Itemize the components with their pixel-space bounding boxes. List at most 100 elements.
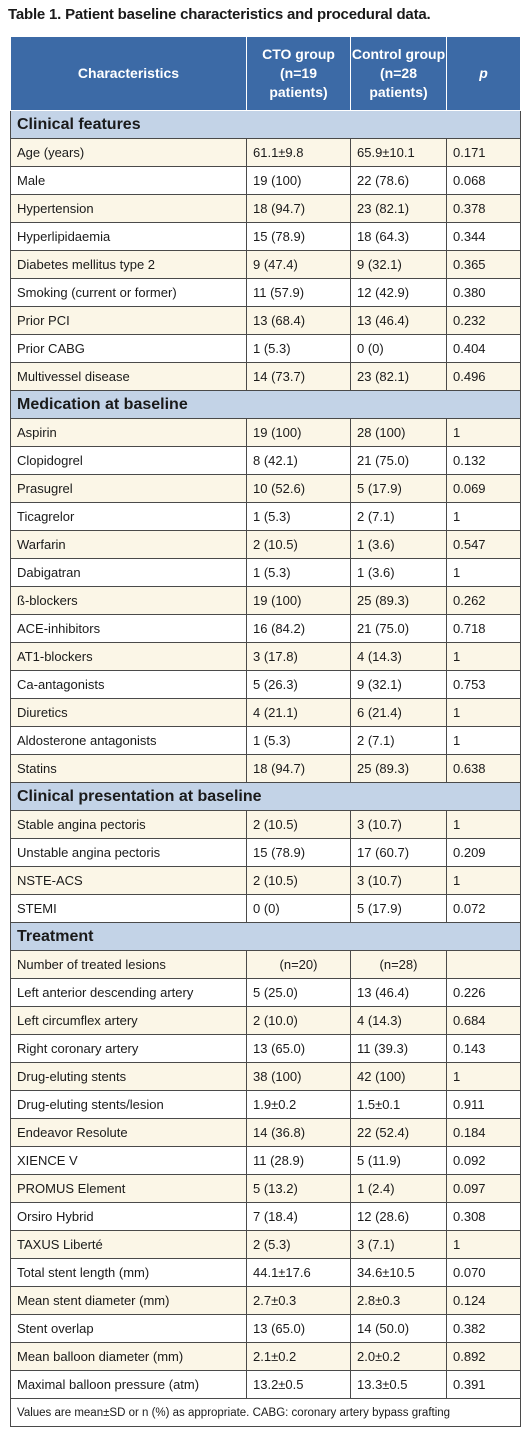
table-row: Hypertension 18 (94.7) 23 (82.1) 0.378 [10, 194, 521, 223]
section-title: Clinical presentation at baseline [10, 782, 521, 811]
cell-cto-value: 4 (21.1) [246, 698, 351, 727]
header-cto-group: CTO group (n=19 patients) [246, 36, 351, 111]
section-title: Clinical features [10, 110, 521, 139]
cell-p-value: 0.171 [446, 138, 521, 167]
cell-p-value: 0.404 [446, 334, 521, 363]
cell-p-value: 1 [446, 810, 521, 839]
cell-characteristic: Statins [10, 754, 247, 783]
cell-control-value: 11 (39.3) [350, 1034, 447, 1063]
cell-cto-value: 9 (47.4) [246, 250, 351, 279]
cell-cto-value: 19 (100) [246, 586, 351, 615]
cell-cto-value: 8 (42.1) [246, 446, 351, 475]
table-row: Aldosterone antagonists 1 (5.3) 2 (7.1) 1 [10, 726, 521, 755]
cell-cto-value: 19 (100) [246, 418, 351, 447]
cell-cto-value: 2.1±0.2 [246, 1342, 351, 1371]
cell-p-value: 0.209 [446, 838, 521, 867]
cell-p-value: 0.097 [446, 1174, 521, 1203]
cell-p-value: 0.391 [446, 1370, 521, 1399]
cell-cto-value: 1 (5.3) [246, 334, 351, 363]
table-row: Drug-eluting stents/lesion 1.9±0.2 1.5±0.1… [10, 1090, 521, 1119]
cell-control-value: 3 (10.7) [350, 866, 447, 895]
cell-control-value: 6 (21.4) [350, 698, 447, 727]
cell-control-value: 1 (2.4) [350, 1174, 447, 1203]
cell-cto-value: 13 (65.0) [246, 1314, 351, 1343]
table-body: Clinical features Age (years) 61.1±9.8 65.9… [10, 110, 521, 1399]
cell-cto-value: 18 (94.7) [246, 194, 351, 223]
cell-p-value: 0.143 [446, 1034, 521, 1063]
cell-cto-value: 5 (25.0) [246, 978, 351, 1007]
cell-p-value: 0.344 [446, 222, 521, 251]
cell-characteristic: Right coronary artery [10, 1034, 247, 1063]
cell-p-value: 0.547 [446, 530, 521, 559]
cell-characteristic: Ca-antagonists [10, 670, 247, 699]
cell-cto-value: 1 (5.3) [246, 726, 351, 755]
section-header-row: Treatment [10, 922, 521, 951]
table-row: Male 19 (100) 22 (78.6) 0.068 [10, 166, 521, 195]
cell-characteristic: STEMI [10, 894, 247, 923]
cell-control-value: 2.0±0.2 [350, 1342, 447, 1371]
cell-cto-value: 15 (78.9) [246, 222, 351, 251]
table-row: AT1-blockers 3 (17.8) 4 (14.3) 1 [10, 642, 521, 671]
cell-control-value: 1 (3.6) [350, 558, 447, 587]
table-row: Stable angina pectoris 2 (10.5) 3 (10.7) 1 [10, 810, 521, 839]
table-row: Ticagrelor 1 (5.3) 2 (7.1) 1 [10, 502, 521, 531]
cell-control-value: 14 (50.0) [350, 1314, 447, 1343]
table-row: Total stent length (mm) 44.1±17.6 34.6±10.… [10, 1258, 521, 1287]
cell-cto-value: 15 (78.9) [246, 838, 351, 867]
header-cto-line2: (n=19 [280, 65, 317, 81]
table-row: Ca-antagonists 5 (26.3) 9 (32.1) 0.753 [10, 670, 521, 699]
cell-characteristic: Maximal balloon pressure (atm) [10, 1370, 247, 1399]
header-cto-line3: patients) [269, 84, 328, 100]
cell-p-value: 1 [446, 698, 521, 727]
cell-characteristic: Unstable angina pectoris [10, 838, 247, 867]
section-title: Treatment [10, 922, 521, 951]
cell-characteristic: Mean balloon diameter (mm) [10, 1342, 247, 1371]
cell-p-value: 0.068 [446, 166, 521, 195]
table-container: Characteristics CTO group (n=19 patients… [10, 36, 521, 1427]
table-row: Prior CABG 1 (5.3) 0 (0) 0.404 [10, 334, 521, 363]
table-footnote: Values are mean±SD or n (%) as appropria… [10, 1398, 521, 1427]
cell-p-value: 1 [446, 1062, 521, 1091]
cell-cto-value: 3 (17.8) [246, 642, 351, 671]
cell-control-value: 28 (100) [350, 418, 447, 447]
table-row: NSTE-ACS 2 (10.5) 3 (10.7) 1 [10, 866, 521, 895]
cell-control-value: 2 (7.1) [350, 726, 447, 755]
section-header-row: Medication at baseline [10, 390, 521, 419]
cell-cto-value: 10 (52.6) [246, 474, 351, 503]
cell-control-value: 18 (64.3) [350, 222, 447, 251]
cell-cto-value: 2.7±0.3 [246, 1286, 351, 1315]
cell-p-value: 0.380 [446, 278, 521, 307]
cell-cto-value: 5 (26.3) [246, 670, 351, 699]
cell-control-value: 2 (7.1) [350, 502, 447, 531]
cell-characteristic: Stent overlap [10, 1314, 247, 1343]
cell-p-value: 1 [446, 1230, 521, 1259]
cell-p-value: 0.124 [446, 1286, 521, 1315]
table-row: Left circumflex artery 2 (10.0) 4 (14.3) 0.… [10, 1006, 521, 1035]
cell-characteristic: Hyperlipidaemia [10, 222, 247, 251]
cell-characteristic: Diuretics [10, 698, 247, 727]
cell-p-value: 0.092 [446, 1146, 521, 1175]
table-caption: Table 1. Patient baseline characteristic… [8, 6, 431, 23]
cell-characteristic: AT1-blockers [10, 642, 247, 671]
baseline-characteristics-table: Characteristics CTO group (n=19 patients… [10, 36, 521, 1427]
cell-p-value: 0.684 [446, 1006, 521, 1035]
cell-control-value: 4 (14.3) [350, 642, 447, 671]
cell-cto-value: 61.1±9.8 [246, 138, 351, 167]
cell-cto-value: 0 (0) [246, 894, 351, 923]
cell-control-value: 0 (0) [350, 334, 447, 363]
header-row: Characteristics CTO group (n=19 patients… [10, 36, 521, 111]
cell-cto-value: 14 (73.7) [246, 362, 351, 391]
table-row: Stent overlap 13 (65.0) 14 (50.0) 0.382 [10, 1314, 521, 1343]
cell-characteristic: Prior PCI [10, 306, 247, 335]
cell-cto-value: 1 (5.3) [246, 558, 351, 587]
cell-cto-value: 1 (5.3) [246, 502, 351, 531]
cell-control-value: 21 (75.0) [350, 446, 447, 475]
section-title: Medication at baseline [10, 390, 521, 419]
table-row: Prior PCI 13 (68.4) 13 (46.4) 0.232 [10, 306, 521, 335]
cell-p-value: 0.308 [446, 1202, 521, 1231]
cell-p-value: 1 [446, 726, 521, 755]
cell-characteristic: TAXUS Liberté [10, 1230, 247, 1259]
cell-control-value: 12 (42.9) [350, 278, 447, 307]
cell-characteristic: Stable angina pectoris [10, 810, 247, 839]
cell-characteristic: Total stent length (mm) [10, 1258, 247, 1287]
